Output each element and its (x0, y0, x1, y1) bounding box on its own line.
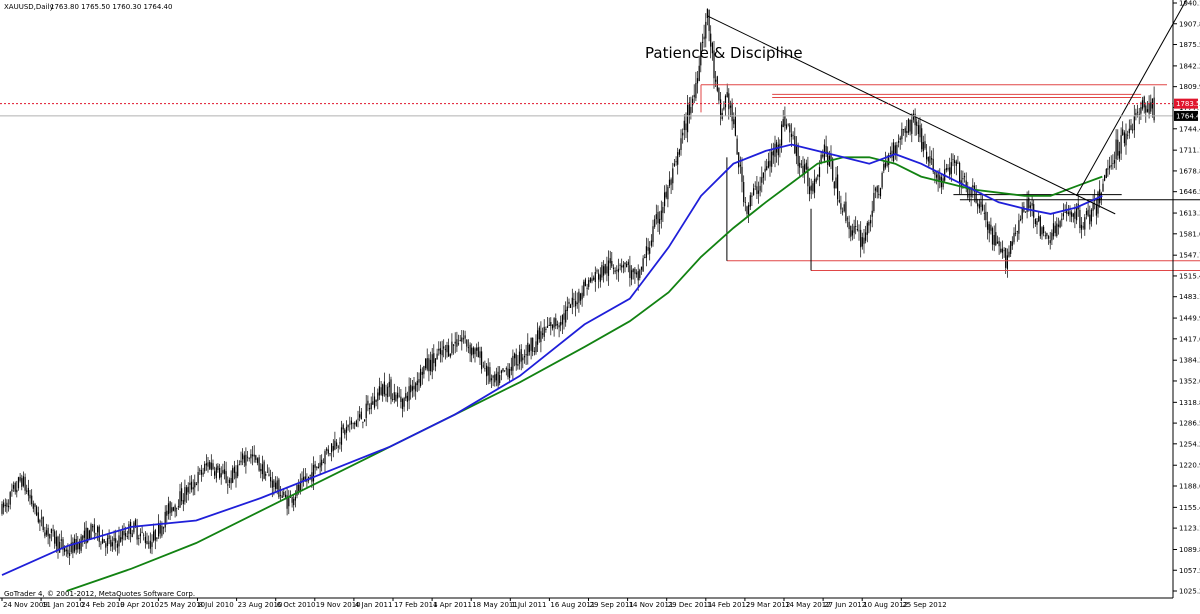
y-tick-label: 1220.95 (1179, 462, 1200, 470)
y-tick-label: 1842.25 (1179, 62, 1200, 70)
y-tick-label: 1384.35 (1179, 357, 1200, 365)
x-tick-label: 25 May 2010 (159, 601, 205, 609)
x-tick-label: 29 Dec 2011 (668, 601, 713, 609)
y-tick-label: 1057.55 (1179, 567, 1200, 575)
y-tick-label: 1123.10 (1179, 525, 1200, 533)
trendline (707, 15, 1116, 215)
y-tick-label: 1711.15 (1179, 147, 1200, 155)
moving-averages (1, 143, 1103, 592)
y-axis: 1940.101907.801875.501842.251809.951777.… (1173, 0, 1200, 596)
y-tick-label: 1809.95 (1179, 83, 1200, 91)
y-tick-label: 1646.55 (1179, 188, 1200, 196)
x-tick-label: 24 Nov 2009 (3, 601, 48, 609)
trendline (1075, 0, 1187, 197)
fast-moving-average (1, 143, 1103, 576)
trendlines (707, 0, 1187, 215)
price-tags: 1783.50 1764.40 (1174, 98, 1200, 121)
x-tick-label: 6 Oct 2010 (277, 601, 316, 609)
x-tick-label: 1 Jul 2011 (511, 601, 546, 609)
candles (1, 8, 1155, 565)
x-tick-label: 4 Jan 2011 (355, 601, 393, 609)
y-tick-label: 1907.80 (1179, 20, 1200, 28)
y-tick-label: 1449.90 (1179, 315, 1200, 323)
x-tick-label: 25 Sep 2012 (902, 601, 946, 609)
bid-price-tag (1174, 98, 1198, 109)
x-tick-label: 16 Aug 2011 (550, 601, 595, 609)
y-tick-label: 1515.45 (1179, 272, 1200, 280)
x-tick-label: 14 May 2012 (785, 601, 831, 609)
y-tick-label: 1286.50 (1179, 420, 1200, 428)
slow-moving-average (66, 156, 1103, 592)
x-tick-label: 29 Mar 2012 (746, 601, 790, 609)
last-price-tag (1174, 110, 1198, 121)
y-tick-label: 1875.50 (1179, 41, 1200, 49)
x-tick-label: 29 Sep 2011 (590, 601, 634, 609)
y-tick-label: 1744.40 (1179, 125, 1200, 133)
copyright-text: GoTrader 4, © 2001-2012, MetaQuotes Soft… (4, 590, 195, 598)
y-tick-label: 1483.15 (1179, 293, 1200, 301)
x-tick-label: 18 May 2011 (472, 601, 518, 609)
last-price-tag-label: 1764.40 (1176, 112, 1200, 120)
y-tick-label: 1025.27 (1179, 588, 1200, 596)
y-tick-label: 1155.40 (1179, 504, 1200, 512)
y-tick-label: 1547.75 (1179, 252, 1200, 260)
x-tick-label: 14 Feb 2012 (707, 601, 751, 609)
x-tick-label: 24 Feb 2010 (81, 601, 125, 609)
y-tick-label: 1940.10 (1179, 0, 1200, 8)
y-tick-label: 1613.30 (1179, 210, 1200, 218)
chart-frame (0, 0, 1174, 599)
chart-header-symbol: XAUUSD,Daily (4, 3, 54, 11)
y-tick-label: 1318.80 (1179, 399, 1200, 407)
y-tick-label: 1417.60 (1179, 335, 1200, 343)
x-tick-label: 8 Jul 2010 (199, 601, 234, 609)
x-tick-label: 23 Aug 2010 (238, 601, 283, 609)
y-tick-label: 1352.05 (1179, 377, 1200, 385)
y-tick-label: 1089.85 (1179, 546, 1200, 554)
y-tick-label: 1254.25 (1179, 440, 1200, 448)
y-tick-label: 1581.00 (1179, 230, 1200, 238)
x-tick-label: 19 Nov 2010 (316, 601, 361, 609)
horizontal-levels (700, 84, 1200, 271)
x-tick-label: 27 Jun 2012 (824, 601, 866, 609)
y-tick-label: 1678.85 (1179, 167, 1200, 175)
x-tick-label: 14 Nov 2011 (629, 601, 674, 609)
x-tick-label: 10 Aug 2012 (863, 601, 908, 609)
price-lines (0, 103, 1173, 117)
x-tick-label: 9 Apr 2010 (120, 601, 159, 609)
chart-header-ohlc: 1763.80 1765.50 1760.30 1764.40 (50, 3, 172, 11)
annotation-text: Patience & Discipline (645, 44, 803, 62)
x-tick-label: 17 Feb 2011 (394, 601, 438, 609)
x-tick-label: 4 Apr 2011 (433, 601, 472, 609)
bid-price-tag-label: 1783.50 (1176, 100, 1200, 108)
x-tick-label: 11 Jan 2010 (42, 601, 84, 609)
y-tick-label: 1188.65 (1179, 482, 1200, 490)
